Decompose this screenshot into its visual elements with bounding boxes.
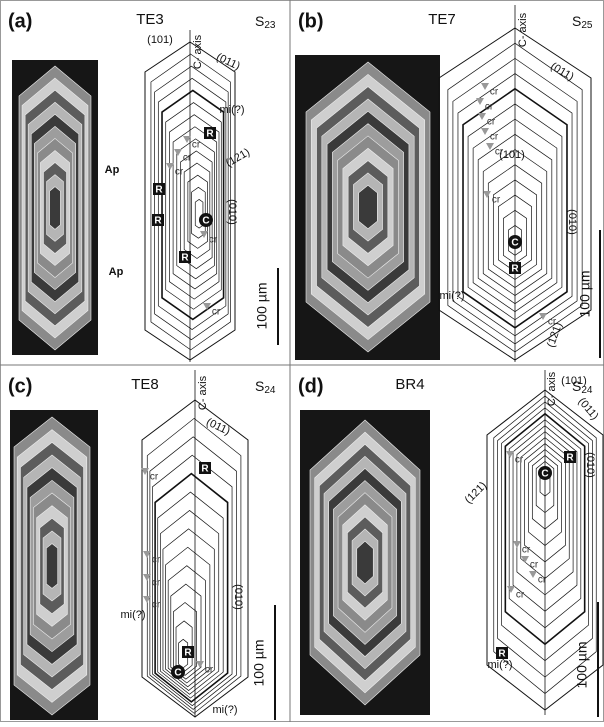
marker-label: R (201, 464, 209, 475)
marker-label: cr (152, 555, 161, 566)
sector-index: 25 (581, 20, 593, 31)
cl-zone (357, 541, 374, 584)
annotation: mi(?) (487, 659, 512, 671)
marker-label: R (206, 129, 214, 140)
axis-label: C- axis (517, 12, 529, 47)
marker-label: cr (485, 102, 494, 113)
marker-label: cr (212, 307, 221, 318)
panel-label: (c) (8, 375, 32, 397)
marker-label: cr (152, 600, 161, 611)
marker-label: R (498, 649, 506, 660)
sector-symbol: S (572, 13, 581, 29)
panel-label: (a) (8, 10, 32, 32)
axis-label: C- axis (546, 371, 558, 406)
annotation: (010) (232, 584, 244, 610)
marker-label: cr (492, 195, 501, 206)
axis-label: C- axis (197, 375, 209, 410)
marker-label: cr (487, 117, 496, 128)
marker-label: cr (530, 560, 539, 571)
sector-symbol: S (255, 13, 264, 29)
marker-label: cr (515, 455, 524, 466)
annotation: Ap (105, 164, 120, 176)
marker-label: R (154, 216, 162, 227)
marker-label: cr (175, 167, 184, 178)
cl-zone (359, 185, 378, 229)
sample-name: BR4 (395, 376, 424, 393)
marker-label: R (511, 264, 519, 275)
annotation: (101) (147, 34, 173, 46)
sector-index: 24 (264, 385, 276, 396)
marker-label: cr (495, 147, 504, 158)
marker-label: cr (548, 317, 557, 328)
annotation: mi(?) (212, 704, 237, 716)
sector-index: 23 (264, 20, 276, 31)
marker-label: R (566, 453, 574, 464)
figure: (a)TE3S23C- axis100 µm(101)(011)mi(?)(12… (0, 0, 604, 722)
marker-label: cr (516, 590, 525, 601)
marker-label: cr (490, 132, 499, 143)
scale-label: 100 µm (574, 642, 590, 689)
marker-label: cr (522, 545, 531, 556)
marker-label: R (181, 253, 189, 264)
marker-label: R (184, 648, 192, 659)
sample-name: TE8 (131, 376, 159, 393)
marker-label: cr (490, 87, 499, 98)
panel-label: (b) (298, 10, 324, 32)
marker-label: cr (538, 575, 547, 586)
annotation: mi(?) (439, 290, 464, 302)
marker-label: cr (183, 153, 192, 164)
marker-label: cr (150, 472, 159, 483)
sample-name: TE3 (136, 11, 164, 28)
marker-label: C (511, 238, 518, 249)
annotation: mi(?) (120, 609, 145, 621)
marker-label: C (174, 668, 181, 679)
annotation: (010) (226, 199, 238, 225)
marker-label: cr (152, 578, 161, 589)
sector-symbol: S (255, 378, 264, 394)
marker-label: R (155, 185, 163, 196)
sample-name: TE7 (428, 11, 456, 28)
axis-label: C- axis (192, 34, 204, 69)
scale-label: 100 µm (577, 271, 593, 318)
annotation: mi(?) (219, 104, 244, 116)
scale-label: 100 µm (254, 283, 270, 330)
marker-label: cr (192, 140, 201, 151)
annotation: (010) (566, 209, 578, 235)
marker-label: cr (205, 665, 214, 676)
marker-label: cr (209, 235, 218, 246)
panel-label: (d) (298, 375, 324, 397)
annotation: (010) (584, 452, 596, 478)
annotation: (101) (561, 375, 587, 387)
annotation: Ap (109, 266, 124, 278)
marker-label: C (202, 216, 209, 227)
cl-zone (46, 544, 57, 589)
cl-zone (50, 187, 61, 230)
scale-label: 100 µm (251, 640, 267, 687)
marker-label: C (541, 469, 548, 480)
